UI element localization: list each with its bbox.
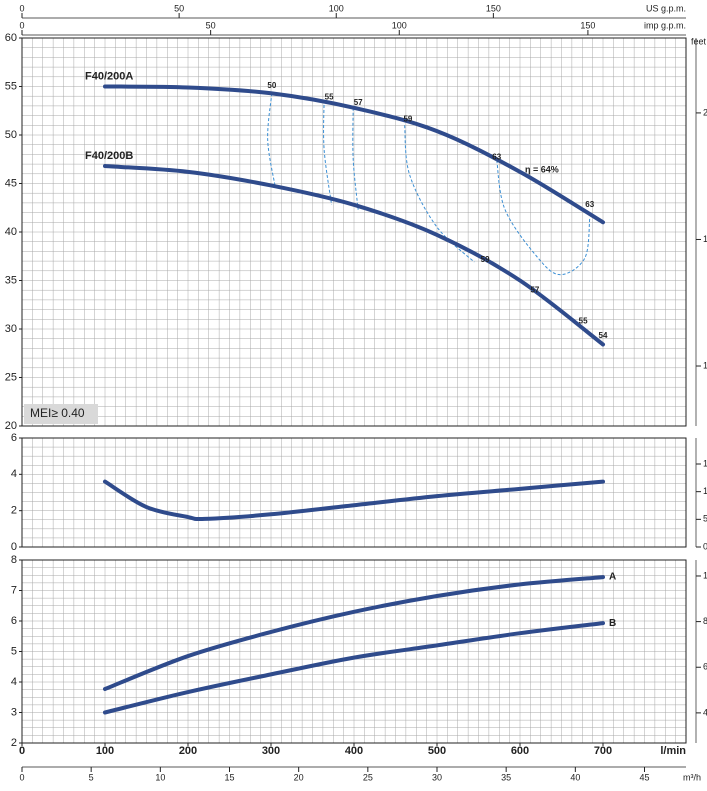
x-label: l/min	[660, 745, 686, 757]
y2-label: feet	[691, 36, 707, 46]
y-tick-label: 55	[5, 80, 17, 92]
badge-box	[24, 404, 98, 424]
efficiency-label: 57	[354, 98, 363, 107]
curve	[103, 621, 605, 715]
efficiency-label: 57	[530, 285, 539, 294]
x-tick-label: 300	[262, 745, 280, 757]
top-tick-label: 100	[392, 20, 407, 30]
top-tick-label: 0	[19, 20, 24, 30]
bottom-tick-label: 30	[432, 772, 442, 782]
annotation: η = 64%	[525, 164, 559, 174]
bottom-tick-label: 5	[89, 772, 94, 782]
x-tick-label: 600	[511, 745, 529, 757]
y2-tick-label: 0	[703, 541, 707, 551]
y-tick-label: 35	[5, 274, 17, 286]
bottom-tick-label: 20	[294, 772, 304, 782]
y2-tick-label: 15	[703, 458, 707, 468]
curve	[103, 479, 605, 522]
bottom-axis-label: m³/h	[683, 772, 701, 782]
y-tick-label: 45	[5, 177, 17, 189]
y-tick-label: 0	[11, 541, 17, 553]
y2-tick-label: 10	[703, 570, 707, 580]
top-tick-label: 50	[206, 20, 216, 30]
curve-label: B	[609, 618, 616, 629]
efficiency-label: 55	[579, 316, 588, 325]
y-tick-label: 7	[11, 584, 17, 596]
x-tick-label: 100	[96, 745, 114, 757]
y-tick-label: 2	[11, 737, 17, 749]
y2-tick-label: 200	[703, 107, 707, 117]
y-tick-label: 2	[11, 505, 17, 517]
y-tick-label: 6	[11, 432, 17, 444]
bottom-tick-label: 40	[570, 772, 580, 782]
x-tick-label: 200	[179, 745, 197, 757]
bottom-tick-label: 0	[19, 772, 24, 782]
bottom-tick-label: 15	[224, 772, 234, 782]
top-axis-label: US g.p.m.	[646, 3, 686, 13]
efficiency-label: 63	[585, 200, 594, 209]
curve-label: F40/200B	[85, 150, 133, 162]
y2-tick-label: 6	[703, 662, 707, 672]
y2-tick-label: 8	[703, 616, 707, 626]
y-tick-label: 40	[5, 226, 17, 238]
y2-tick-label: 4	[703, 707, 707, 717]
efficiency-line	[352, 107, 359, 210]
x-tick-label: 500	[428, 745, 446, 757]
top-tick-label: 100	[329, 3, 344, 13]
efficiency-line	[496, 160, 591, 276]
y2-tick-label: 5	[703, 514, 707, 524]
y2-tick-label: 100	[703, 360, 707, 370]
y-tick-label: 4	[11, 676, 17, 688]
bottom-tick-label: 25	[363, 772, 373, 782]
efficiency-label: 50	[267, 81, 276, 90]
curve-label: A	[609, 572, 616, 583]
bottom-tick-label: 10	[155, 772, 165, 782]
y2-tick-label: 150	[703, 234, 707, 244]
y-tick-label: 3	[11, 706, 17, 718]
y-tick-label: 6	[11, 615, 17, 627]
curve	[103, 84, 605, 225]
y-tick-label: 50	[5, 129, 17, 141]
efficiency-label: 63	[492, 152, 501, 161]
y-tick-label: 8	[11, 554, 17, 566]
efficiency-line	[323, 100, 333, 205]
x-tick-label: 0	[19, 745, 25, 757]
bottom-tick-label: 45	[639, 772, 649, 782]
y-tick-label: 25	[5, 371, 17, 383]
y-tick-label: 5	[11, 645, 17, 657]
top-tick-label: 150	[486, 3, 501, 13]
badge: MEI≥ 0.40	[30, 406, 85, 420]
curve	[103, 575, 605, 692]
top-axis-label: imp g.p.m.	[644, 20, 686, 30]
efficiency-line	[267, 93, 276, 187]
y-tick-label: 30	[5, 323, 17, 335]
y-tick-label: 4	[11, 468, 17, 480]
top-tick-label: 150	[580, 20, 595, 30]
curve-label: F40/200A	[85, 70, 133, 82]
efficiency-label: 54	[599, 331, 608, 340]
efficiency-label: 59	[403, 115, 412, 124]
top-tick-label: 50	[174, 3, 184, 13]
x-tick-label: 400	[345, 745, 363, 757]
efficiency-label: 59	[481, 255, 490, 264]
top-tick-label: 0	[19, 3, 24, 13]
efficiency-label: 55	[325, 92, 334, 101]
y-tick-label: 60	[5, 32, 17, 44]
x-tick-label: 700	[594, 745, 612, 757]
efficiency-line	[404, 125, 475, 263]
y2-tick-label: 10	[703, 486, 707, 496]
curve	[103, 164, 605, 347]
plot-frame	[21, 437, 687, 548]
y-tick-label: 20	[5, 420, 17, 432]
bottom-tick-label: 35	[501, 772, 511, 782]
